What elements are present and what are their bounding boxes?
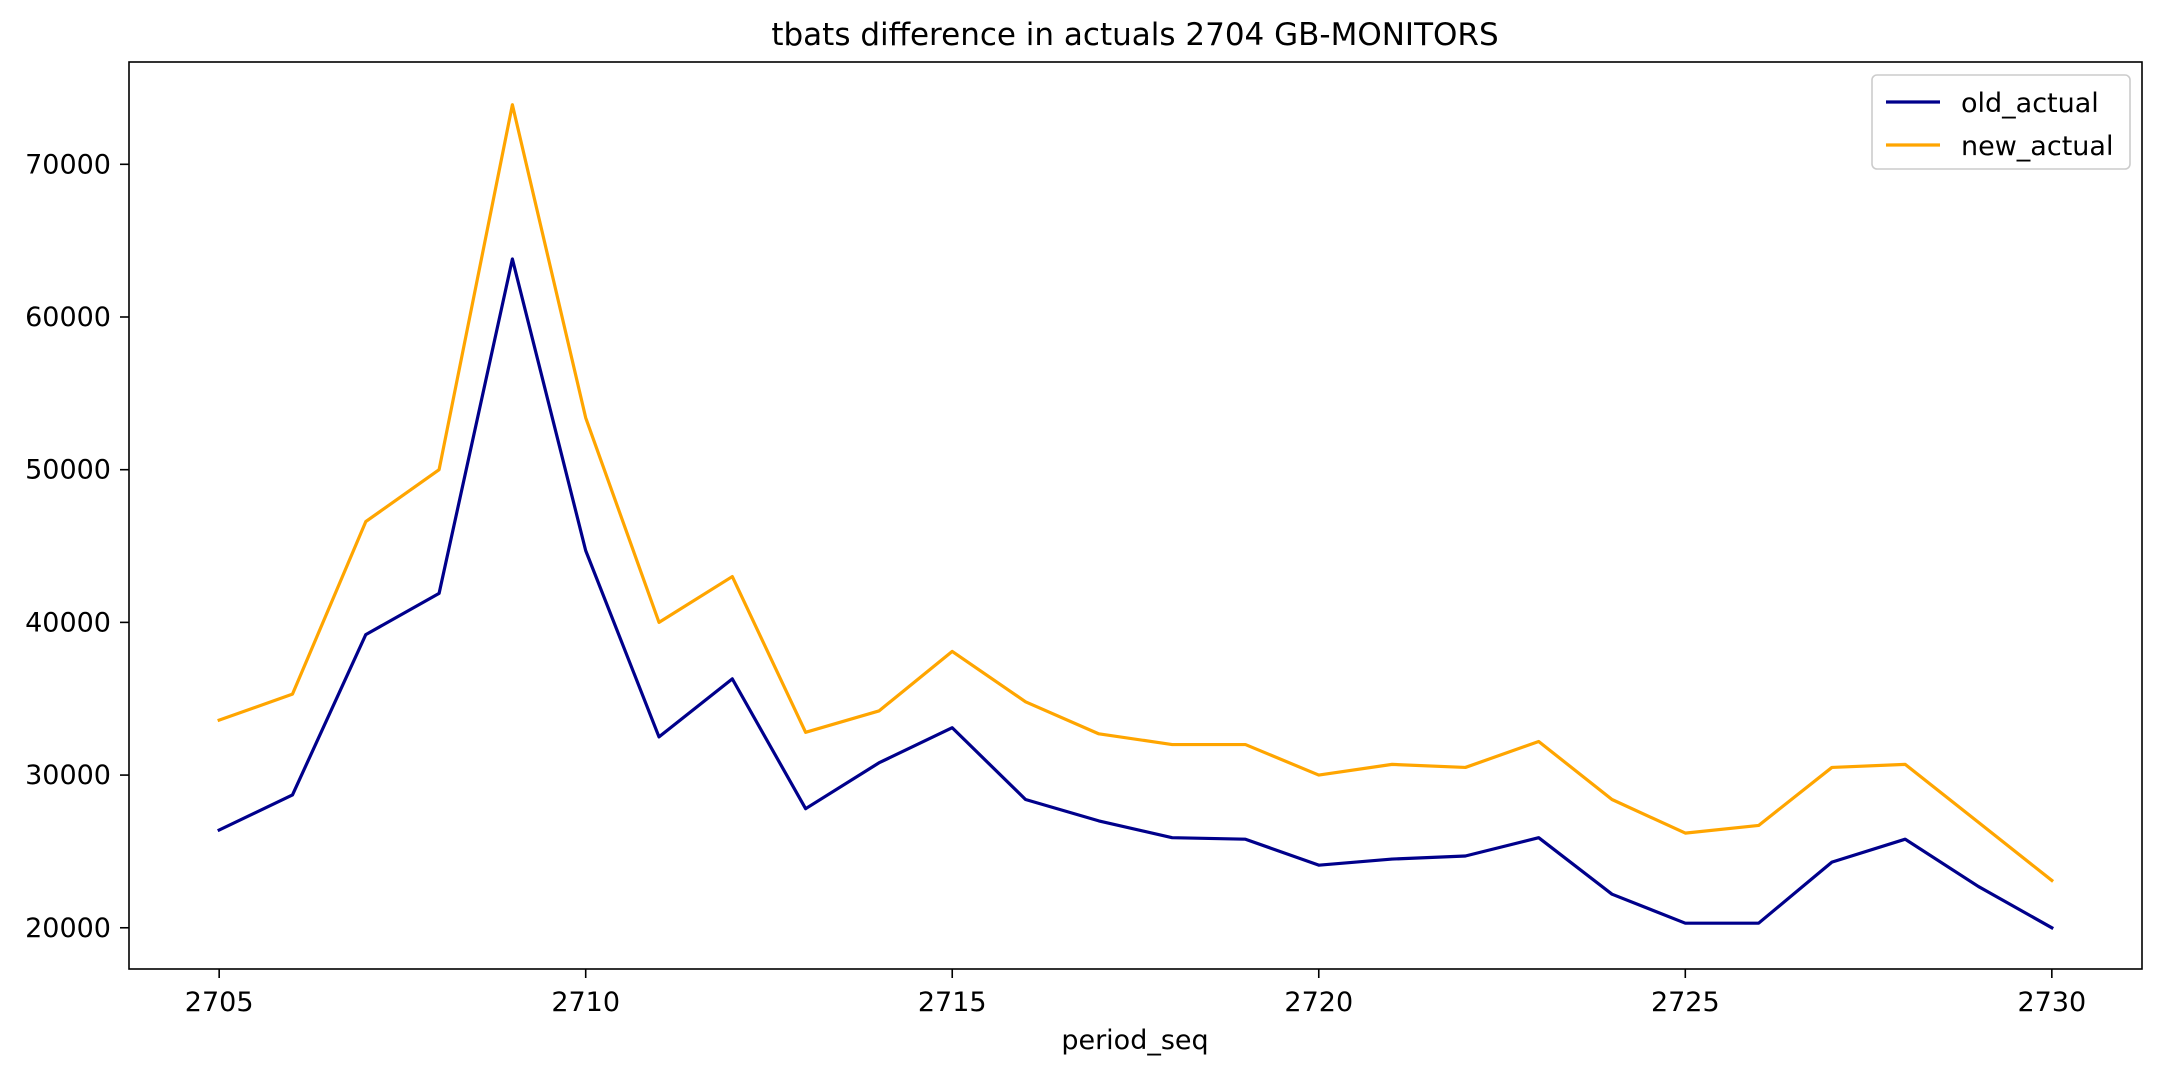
x-tick-label: 2710 xyxy=(551,987,620,1018)
chart-title: tbats difference in actuals 2704 GB-MONI… xyxy=(771,17,1498,53)
legend: old_actual new_actual xyxy=(1871,74,2131,170)
y-tick-label: 30000 xyxy=(25,760,111,791)
series-lines xyxy=(217,103,2055,930)
series-line-new_actual xyxy=(217,103,2055,883)
series-line-old_actual xyxy=(217,257,2055,930)
y-tick-label: 40000 xyxy=(25,607,111,638)
x-tick-label: 2730 xyxy=(2017,987,2086,1018)
x-tick-label: 2705 xyxy=(185,987,254,1018)
legend-label-new_actual: new_actual xyxy=(1961,131,2113,162)
y-tick-label: 70000 xyxy=(25,149,111,180)
x-tick-label: 2715 xyxy=(918,987,987,1018)
y-tick-label: 60000 xyxy=(25,302,111,333)
y-tick-label: 20000 xyxy=(25,913,111,944)
x-axis-label: period_seq xyxy=(1061,1025,1208,1056)
x-tick-label: 2720 xyxy=(1284,987,1353,1018)
legend-label-old_actual: old_actual xyxy=(1961,88,2099,119)
plot-area xyxy=(128,61,2143,970)
y-tick-label: 50000 xyxy=(25,455,111,486)
x-tick-label: 2725 xyxy=(1651,987,1720,1018)
axis-ticks: 2705 2710 2715 2720 2725 2730 20000 30000 40000 5… xyxy=(25,149,2086,1018)
